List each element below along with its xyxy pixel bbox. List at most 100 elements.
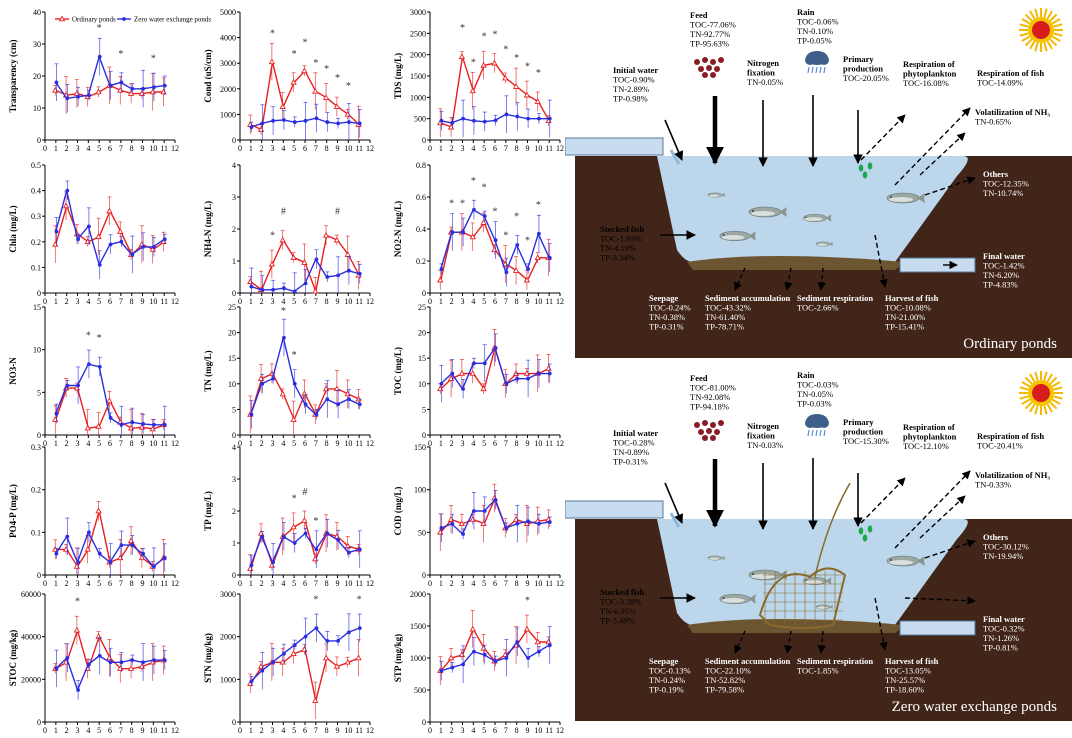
others-label: Others TOC-30.12% TN-19.94% [983,532,1029,561]
y-tick-label: 30 [33,40,41,49]
y-tick-label: 0 [37,718,41,727]
diagrams-panel: Feed TOC-77.06% TN-92.77% TP-95.63% Initial … [564,0,1072,733]
data-point [472,509,476,513]
data-point [439,526,444,530]
y-tick-label: 10 [33,104,41,113]
data-point [279,103,286,109]
data-point [469,87,476,94]
x-tick-label: 12 [366,144,374,153]
x-tick-label: 11 [545,144,553,153]
x-tick-label: 12 [171,726,179,733]
y-tick-label: 25 [228,303,236,312]
x-tick-label: 11 [545,726,553,733]
data-point [450,121,455,125]
x-tick-label: 4 [471,579,475,588]
x-tick-label: 9 [336,726,340,733]
data-point [523,276,531,283]
x-tick-label: 10 [534,144,542,153]
data-point [357,626,362,631]
significance-mark: * [525,62,530,73]
data-point [162,556,167,560]
x-tick-label: 0 [428,439,432,448]
y-tick-label: 5 [422,405,426,414]
legend-label-zero: Zero water exchange ponds [134,16,211,24]
x-tick-label: 7 [504,144,508,153]
y-tick-label: 0 [422,136,426,145]
data-point [472,118,476,123]
data-point [534,638,541,645]
significance-mark: * [324,64,329,75]
y-tick-label: 4000 [220,34,236,43]
data-point [65,656,70,660]
significance-mark: * [525,235,530,246]
data-point [303,281,308,286]
data-point [282,534,286,539]
initial-water-arrow [664,482,684,524]
significance-mark: * [292,493,297,504]
data-point [97,653,102,658]
y-axis-label: PO4-P (mg/L) [8,484,18,538]
x-tick-label: 3 [271,579,275,588]
x-tick-label: 0 [428,144,432,153]
data-point [97,364,102,369]
significance-mark: * [151,54,156,65]
inflow-pipe [564,137,664,156]
x-tick-label: 12 [366,297,374,306]
harvest-arrow [874,234,888,288]
y-tick-label: 3000 [220,590,236,599]
data-point [439,267,444,271]
y-axis-label: Chla (mg/L) [8,205,18,252]
data-point [65,534,70,539]
x-tick-label: 9 [141,144,145,153]
y-tick-label: 1 [232,257,236,266]
significance-mark: * [346,81,351,92]
data-point [138,90,146,96]
y-axis-label: TN (mg/L) [203,350,213,391]
significance-mark: * [482,32,487,43]
x-tick-label: 12 [171,297,179,306]
x-tick-label: 4 [471,144,475,153]
data-point [260,668,265,673]
x-tick-label: 10 [149,726,157,733]
x-tick-label: 11 [160,726,168,733]
data-point [312,697,319,703]
y-tick-label: 15 [33,303,41,312]
data-point [303,531,308,536]
y-tick-label: 20 [418,329,426,338]
series-line [440,56,550,129]
x-tick-label: 12 [366,726,374,733]
rain-label: Rain TOC-0.03% TN-0.05% TP-0.03% [797,370,839,409]
x-tick-label: 2 [450,726,454,733]
significance-mark: * [97,23,102,34]
x-tick-label: 0 [238,297,242,306]
x-tick-label: 5 [97,579,101,588]
y-axis-label: TOC (mg/L) [393,347,403,395]
x-tick-label: 9 [141,579,145,588]
x-tick-label: 3 [271,144,275,153]
data-point [108,660,113,665]
data-point [292,643,297,648]
x-tick-label: 2 [450,144,454,153]
significance-mark: * [270,28,275,39]
data-point [491,246,498,253]
x-tick-label: 10 [344,144,352,153]
data-point [84,424,91,431]
significance-mark: * [460,199,465,210]
x-tick-label: 12 [556,144,564,153]
data-point [526,656,530,660]
data-point [303,634,308,639]
x-tick-label: 10 [344,726,352,733]
y-axis-label: STP (mg/kg) [393,634,403,682]
data-point [450,521,455,526]
x-tick-label: 8 [515,726,519,733]
y-tick-label: 0.2 [31,238,41,247]
x-tick-label: 2 [65,439,69,448]
x-tick-label: 9 [336,439,340,448]
y-axis-label: TDS (mg/L) [393,53,403,99]
data-point [512,515,520,522]
x-tick-label: 10 [149,439,157,448]
data-point [493,118,498,123]
initial-water-label: Initial water TOC-0.90% TN-2.89% TP-0.98% [613,65,658,104]
seepage-label: Seepage TOC-0.13% TN-0.24% TP-0.19% [649,656,691,695]
